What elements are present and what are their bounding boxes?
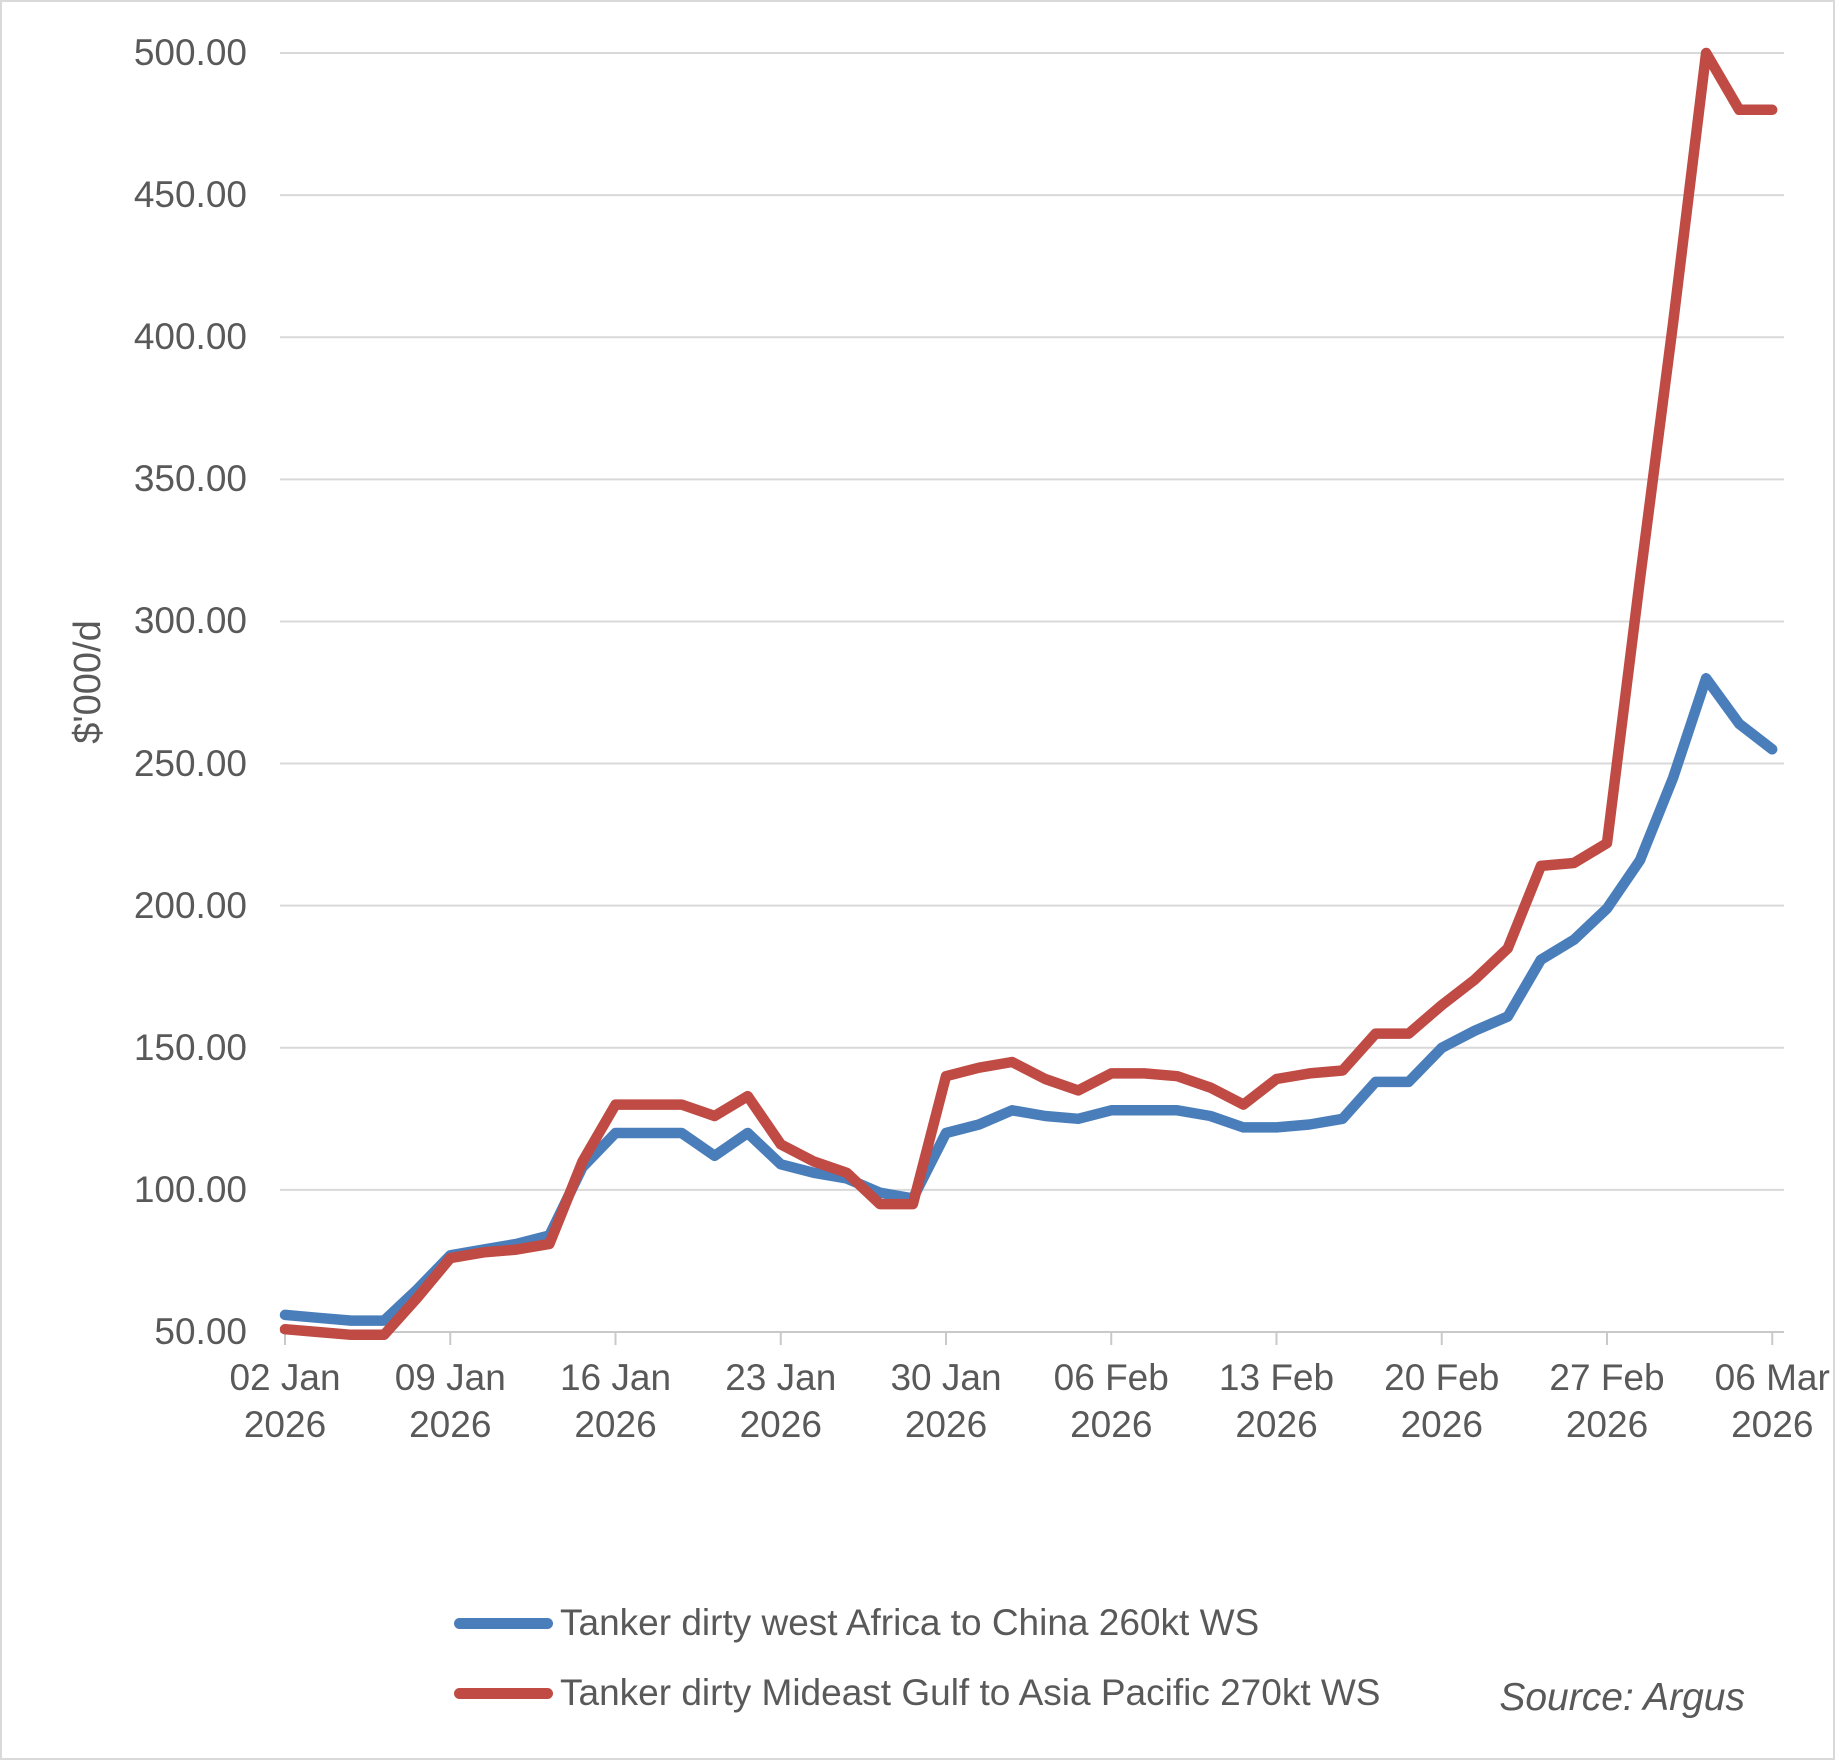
y-axis-tick-label: 300.00: [133, 600, 247, 642]
legend-item-mideast-gulf-asia-pacific: Tanker dirty Mideast Gulf to Asia Pacifi…: [454, 1669, 1381, 1717]
x-axis-tick-label: 13 Feb 2026: [1218, 1357, 1335, 1445]
x-axis-tick-label: 20 Feb 2026: [1384, 1357, 1500, 1445]
x-axis-tick-label: 02 Jan 2026: [229, 1357, 341, 1445]
legend-label-west-africa-china: Tanker dirty west Africa to China 260kt …: [560, 1602, 1260, 1643]
y-axis-tick-label: 250.00: [133, 742, 247, 784]
legend: Tanker dirty west Africa to China 260kt …: [454, 1599, 1381, 1739]
x-axis-tick-label: 30 Jan 2026: [890, 1357, 1002, 1445]
x-axis-tick-label: 16 Jan 2026: [559, 1357, 672, 1445]
legend-label-mideast-gulf-asia-pacific: Tanker dirty Mideast Gulf to Asia Pacifi…: [560, 1672, 1381, 1713]
x-axis-tick-label: 09 Jan 2026: [394, 1357, 506, 1445]
y-axis-tick-label: 50.00: [154, 1311, 247, 1352]
y-axis-tick-label: 500.00: [133, 32, 247, 73]
x-axis-tick-label: 23 Jan 2026: [725, 1357, 837, 1445]
series-line-west-africa-china: [279, 673, 1778, 1326]
x-axis-tick-label: 27 Feb 2026: [1549, 1357, 1665, 1445]
y-axis-tick-label: 450.00: [133, 174, 247, 216]
series-line-mideast-gulf-asia-pacific: [279, 47, 1778, 1341]
y-axis-tick-label: 100.00: [133, 1168, 247, 1210]
y-axis-tick-label: 350.00: [133, 458, 247, 500]
y-axis-title: $'000/d: [67, 620, 109, 744]
x-axis-tick-label: 06 Mar 2026: [1714, 1357, 1830, 1445]
y-axis-tick-label: 150.00: [133, 1026, 247, 1068]
source-note: Source: Argus: [1499, 1676, 1745, 1719]
legend-item-west-africa-china: Tanker dirty west Africa to China 260kt …: [454, 1599, 1381, 1647]
y-axis-tick-label: 400.00: [133, 316, 247, 358]
legend-swatch-red-line-icon: [454, 1687, 553, 1699]
x-axis-tick-label: 06 Feb 2026: [1053, 1357, 1169, 1445]
legend-swatch-blue-line-icon: [454, 1617, 553, 1629]
y-axis-tick-label: 200.00: [133, 884, 247, 926]
